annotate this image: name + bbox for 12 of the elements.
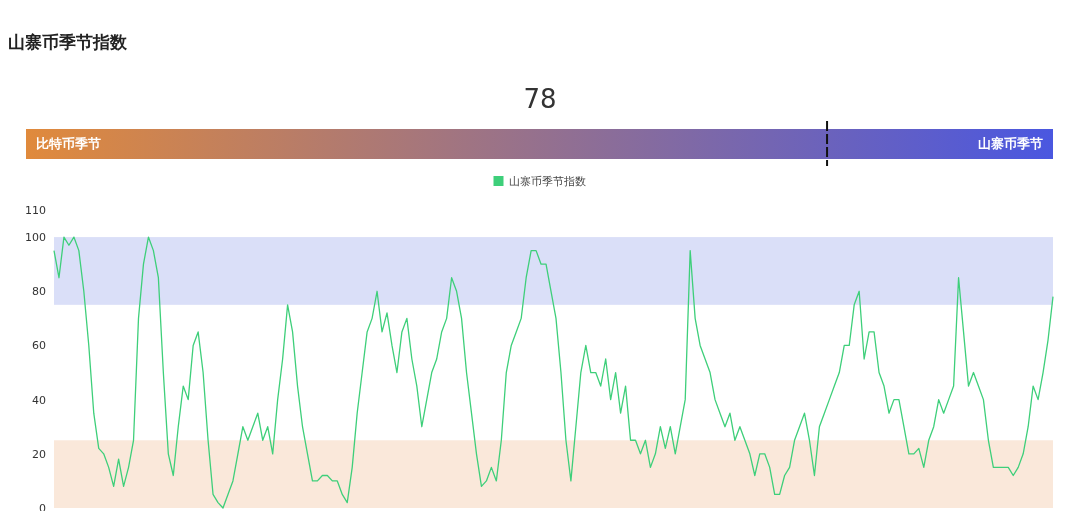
text: 山寨币季节指数 [8, 32, 128, 52]
y-tick-label: 110 [25, 204, 46, 218]
text: 比特币季节 [36, 136, 101, 151]
y-tick-label: 60 [32, 339, 46, 353]
y-tick-label: 20 [32, 447, 46, 461]
legend-label: 山寨币季节指数 [508, 175, 586, 188]
data-label: 78 [523, 84, 557, 114]
text: 山寨币季节 [978, 136, 1043, 151]
y-tick-label: 100 [25, 231, 46, 245]
y-tick-label: 80 [32, 285, 46, 299]
line-series [53, 236, 1054, 509]
y-tick-label: 40 [32, 393, 46, 407]
